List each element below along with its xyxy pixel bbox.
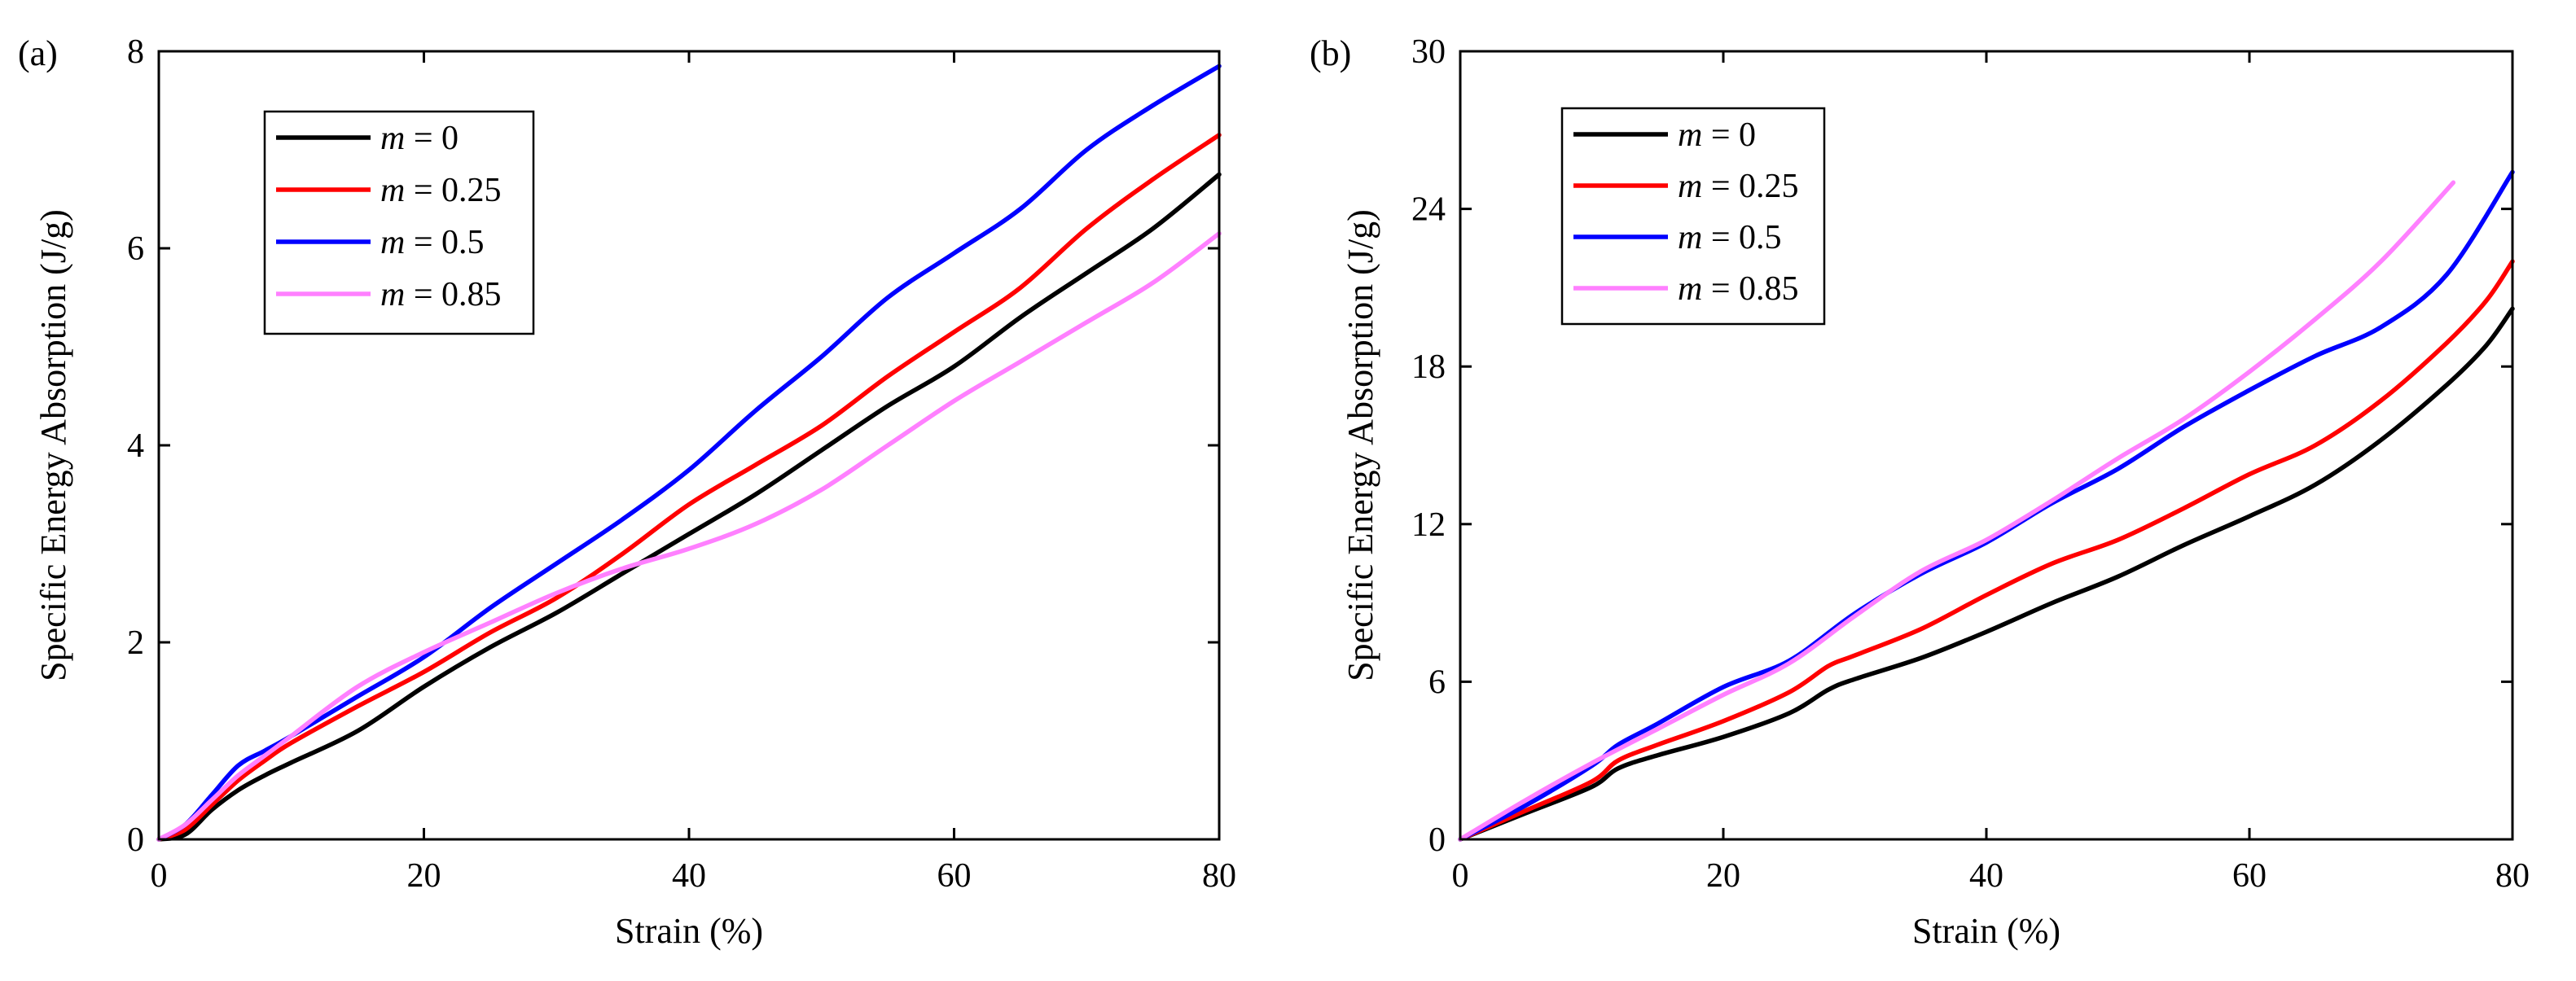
x-tick-label: 80 [2495, 857, 2530, 895]
y-tick-label: 30 [1411, 33, 1446, 71]
legend-box [263, 110, 535, 335]
legend-label-0: m = 0 [380, 120, 459, 157]
chart-b: (b) 0 20 40 60 80 0 6 12 18 24 30 Strain (%) Specific… [1310, 33, 2530, 951]
series-group [1458, 169, 2515, 842]
legend-label-0: m = 0 [1678, 116, 1756, 154]
series-line-2 [156, 64, 1222, 842]
x-tick-label: 20 [407, 857, 441, 895]
legend-label-3: m = 0.85 [1678, 270, 1799, 308]
x-tick-label: 0 [1452, 857, 1469, 895]
y-tick-label: 0 [1428, 821, 1446, 859]
y-tick-label: 12 [1411, 506, 1446, 544]
y-tick-label: 18 [1411, 348, 1446, 386]
legend: m = 0 m = 0.25 m = 0.5 m = 0.85 [263, 110, 535, 335]
x-tick-label: 80 [1202, 857, 1236, 895]
panel-label: (a) [18, 33, 58, 73]
legend-label-3: m = 0.85 [380, 276, 502, 313]
y-axis-title: Specific Energy Absorption (J/g) [1341, 209, 1380, 681]
legend-label-2: m = 0.5 [380, 224, 485, 261]
series-line-3 [156, 231, 1222, 842]
y-axis-title: Specific Energy Absorption (J/g) [33, 209, 73, 681]
legend-label-1: m = 0.25 [1678, 168, 1799, 205]
y-tick-label: 0 [127, 821, 144, 859]
y-tick-label: 6 [1428, 663, 1446, 701]
series-line-3 [1458, 180, 2456, 842]
x-tick-label: 60 [2232, 857, 2267, 895]
chart-a: (a) 0 20 40 60 80 0 2 4 6 8 Strain (%) Specific Ener… [18, 33, 1236, 951]
y-tick-label: 6 [127, 230, 144, 268]
x-tick-label: 60 [937, 857, 972, 895]
x-tick-label: 0 [151, 857, 168, 895]
series-line-0 [156, 172, 1222, 842]
y-tick-label: 2 [127, 624, 144, 662]
y-tick-label: 8 [127, 33, 144, 71]
x-tick-label: 20 [1706, 857, 1740, 895]
x-axis-title: Strain (%) [1912, 911, 2060, 951]
legend: m = 0 m = 0.25 m = 0.5 m = 0.85 [1560, 107, 1826, 326]
legend-label-1: m = 0.25 [380, 172, 502, 209]
series-line-0 [1458, 306, 2515, 842]
legend-label-2: m = 0.5 [1678, 219, 1782, 256]
series-line-2 [1458, 169, 2515, 842]
series-line-1 [1458, 259, 2515, 842]
x-tick-label: 40 [672, 857, 706, 895]
panel-label: (b) [1310, 33, 1351, 73]
x-tick-label: 40 [1969, 857, 2003, 895]
series-line-1 [156, 133, 1222, 842]
y-tick-label: 24 [1411, 191, 1446, 229]
series-group [156, 64, 1222, 842]
y-tick-label: 4 [127, 427, 144, 465]
x-axis-title: Strain (%) [615, 911, 763, 951]
